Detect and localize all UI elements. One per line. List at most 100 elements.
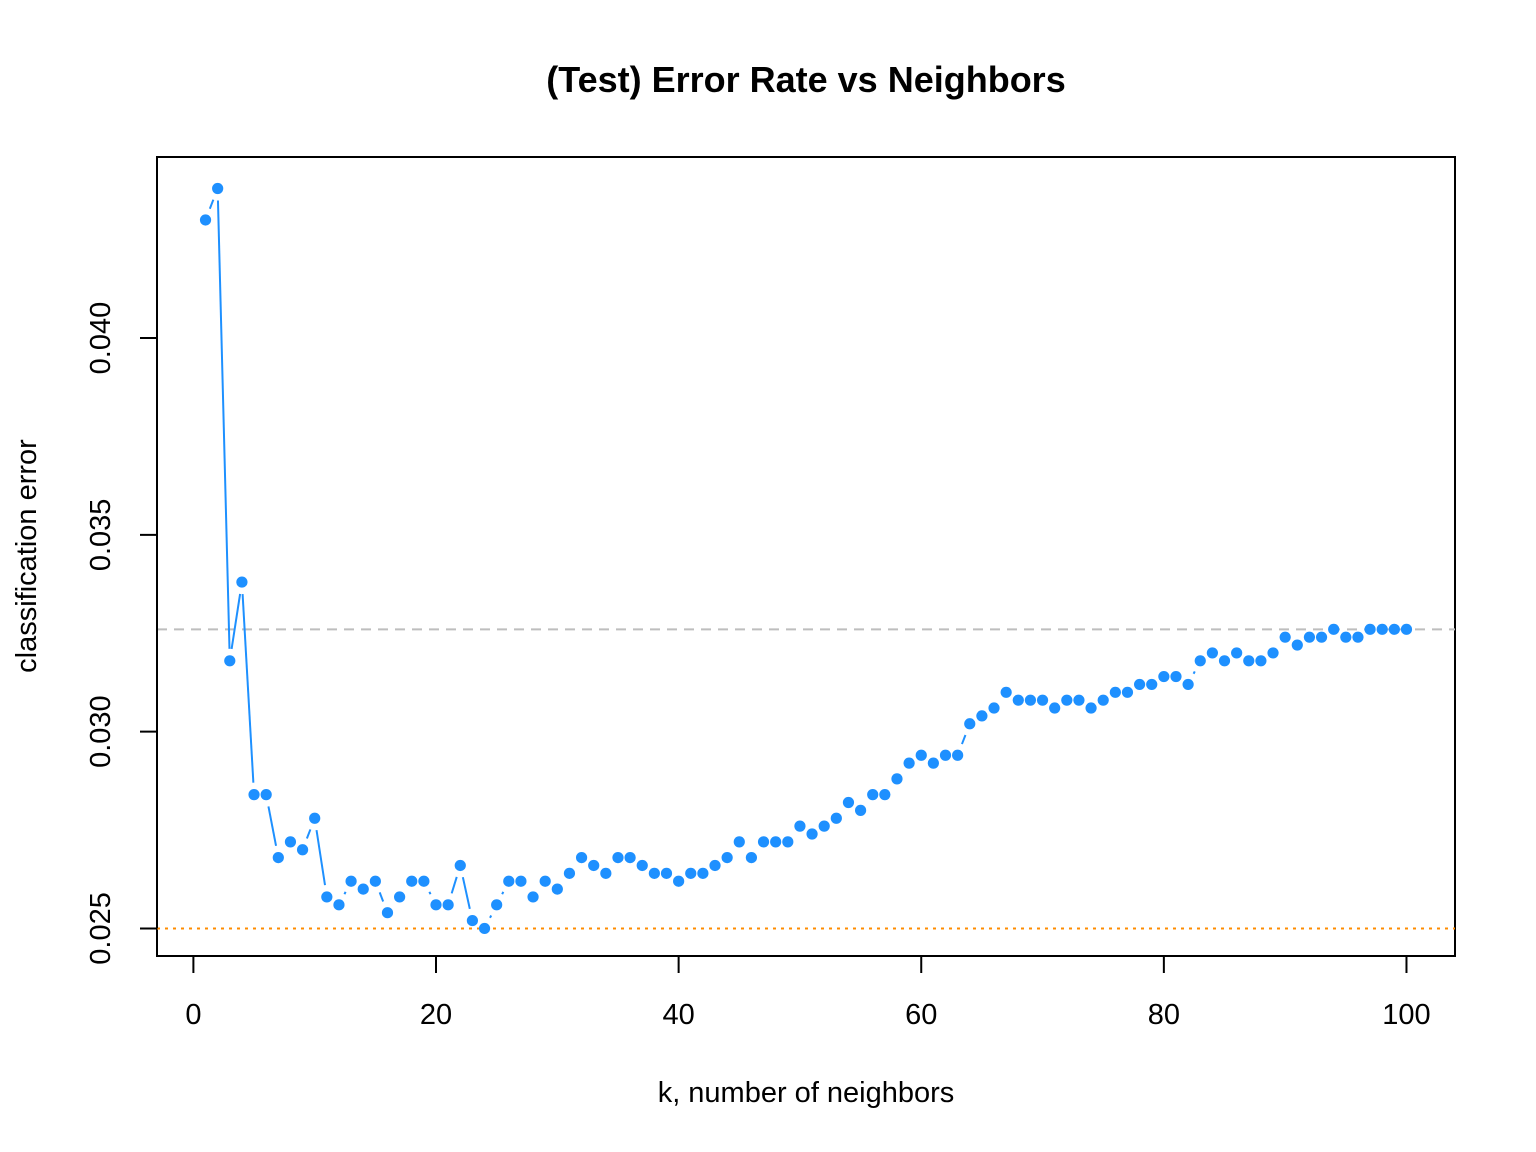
data-point (1279, 631, 1291, 643)
series-line-segment (267, 806, 278, 847)
series-line-segment (315, 829, 326, 886)
series-layer (199, 182, 1413, 935)
data-point (830, 812, 842, 824)
data-point (491, 899, 503, 911)
data-point (563, 867, 576, 879)
data-point (600, 867, 612, 879)
data-point (733, 836, 745, 848)
data-point (1121, 686, 1134, 698)
series-line-segment (501, 891, 505, 895)
data-point (964, 718, 976, 730)
data-point (1388, 623, 1400, 635)
data-point (867, 789, 879, 801)
data-point (1170, 670, 1182, 683)
data-point (976, 710, 988, 722)
data-point (612, 852, 624, 864)
x-tick-label: 20 (420, 999, 452, 1031)
data-point (648, 867, 660, 879)
data-point (199, 214, 212, 226)
data-point (1376, 623, 1388, 635)
series-line-segment (1192, 671, 1196, 675)
data-point (1012, 694, 1024, 706)
data-point (1182, 678, 1194, 691)
series-line-segment (489, 915, 493, 919)
data-point (1194, 655, 1206, 667)
data-point (988, 702, 1000, 714)
data-point (418, 875, 430, 887)
data-point (1073, 694, 1085, 706)
data-point (1206, 647, 1218, 659)
data-point (709, 859, 721, 872)
series-line-segment (428, 891, 432, 895)
data-point (879, 789, 891, 801)
data-point (952, 749, 964, 761)
data-point (1097, 694, 1109, 706)
data-point (478, 922, 491, 935)
data-point (842, 796, 855, 809)
data-point (539, 875, 551, 887)
data-point (466, 914, 479, 927)
data-point (1243, 655, 1255, 667)
data-point (721, 852, 733, 864)
data-point (1061, 694, 1073, 706)
data-point (588, 859, 600, 872)
data-point (891, 773, 903, 785)
data-point (854, 804, 867, 816)
data-point (927, 757, 939, 769)
data-point (575, 852, 588, 864)
y-tick-label: 0.025 (85, 892, 117, 965)
data-point (1218, 655, 1231, 667)
y-tick-label: 0.040 (85, 302, 117, 375)
data-point (1315, 631, 1328, 643)
series-line-segment (230, 593, 242, 650)
reference-lines (157, 628, 1455, 930)
data-point (309, 812, 321, 824)
x-tick-label: 60 (905, 999, 937, 1031)
y-tick-label: 0.030 (85, 695, 117, 768)
data-point (357, 883, 369, 895)
data-point (673, 875, 685, 887)
x-axis-label: k, number of neighbors (658, 1077, 955, 1109)
x-tick-label: 80 (1148, 999, 1180, 1031)
data-point (1036, 694, 1049, 706)
data-point (272, 852, 284, 864)
data-point (1255, 655, 1267, 667)
data-point (442, 899, 454, 911)
plot-frame (156, 156, 1456, 957)
series-line-segment (461, 876, 471, 910)
data-point (224, 655, 236, 667)
data-point (1303, 631, 1316, 643)
data-point (333, 899, 345, 911)
data-point (394, 891, 406, 903)
data-point (1000, 686, 1012, 698)
series-line-segment (343, 891, 347, 895)
series-line-segment (208, 199, 215, 210)
data-point (248, 789, 260, 801)
y-tick-label: 0.035 (85, 499, 117, 572)
data-point (757, 836, 770, 848)
data-point (260, 789, 272, 801)
data-point (527, 891, 539, 903)
data-point (818, 820, 830, 832)
data-point (770, 836, 782, 848)
data-point (212, 182, 224, 195)
data-point (296, 844, 309, 856)
y-axis: 0.025 0.030 0.035 0.040 (85, 302, 158, 965)
data-point (1109, 686, 1121, 698)
data-point (1352, 631, 1364, 643)
data-point (1328, 623, 1340, 635)
data-point (1049, 702, 1061, 714)
data-point (624, 852, 636, 864)
data-point (939, 749, 952, 761)
series-line-segment (450, 876, 458, 894)
data-point (1158, 670, 1170, 683)
data-point (321, 891, 333, 903)
data-point (515, 875, 527, 887)
data-point (806, 828, 818, 840)
data-point (685, 867, 697, 879)
data-point (1231, 647, 1243, 659)
x-axis: 0 20 40 60 80 100 (185, 955, 1431, 1031)
series-line-segment (961, 734, 967, 745)
